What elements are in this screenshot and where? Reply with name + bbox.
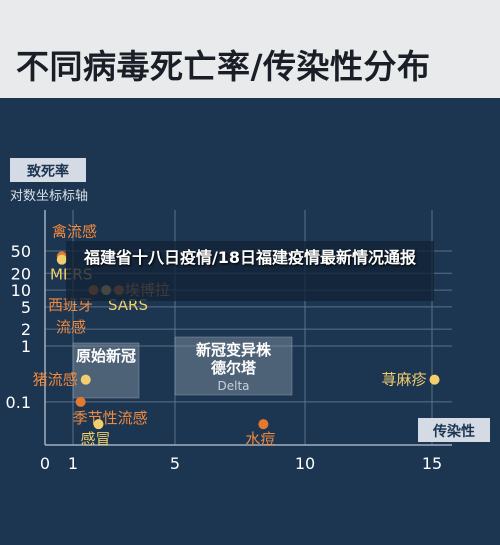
data-point: [93, 419, 104, 430]
data-point: [75, 396, 86, 407]
point-label: 猪流感: [33, 371, 78, 389]
y-tick-label: 20: [11, 264, 31, 283]
x-tick-label: 5: [170, 454, 180, 473]
region-label: 德尔塔: [211, 359, 257, 377]
news-overlay-text: 福建省十八日疫情/18日福建疫情最新情况通报: [83, 248, 417, 267]
x-label-badge: [418, 418, 490, 442]
point-label: 禽流感: [52, 222, 97, 240]
x-tick-label: 10: [295, 454, 315, 473]
region-label: 新冠变异株: [196, 341, 272, 359]
data-point: [429, 374, 440, 385]
y-tick-label: 5: [21, 298, 31, 317]
data-point: [56, 254, 67, 265]
x-tick-label: 15: [422, 454, 442, 473]
point-label: 流感: [56, 318, 86, 336]
point-label: 季节性流感: [73, 409, 148, 427]
title-banner: 不同病毒死亡率/传染性分布: [0, 0, 500, 98]
point-label: 感冒: [81, 430, 111, 448]
data-point: [258, 419, 269, 430]
y-label-badge: [10, 158, 86, 182]
y-axis-note: 对数坐标标轴: [10, 189, 88, 204]
data-point: [80, 374, 91, 385]
y-axis-label: 致死率: [27, 163, 69, 180]
news-overlay: [66, 241, 434, 301]
region-box: [72, 342, 140, 399]
page-title: 不同病毒死亡率/传染性分布: [16, 47, 431, 86]
point-label: 水痘: [245, 430, 275, 448]
point-label: 荨麻疹: [382, 371, 427, 389]
region-label: 原始新冠: [76, 347, 136, 365]
y-tick-label: 10: [11, 281, 31, 300]
y-tick-label: 0.1: [6, 393, 31, 412]
y-tick-label: 1: [21, 337, 31, 356]
region-box: [174, 336, 293, 396]
y-tick-label: 50: [11, 242, 31, 261]
x-tick-label: 1: [68, 454, 78, 473]
x-tick-label: 0: [40, 454, 50, 473]
x-axis-label: 传染性: [432, 423, 475, 440]
region-sublabel: Delta: [217, 379, 249, 393]
y-tick-label: 2: [21, 320, 31, 339]
